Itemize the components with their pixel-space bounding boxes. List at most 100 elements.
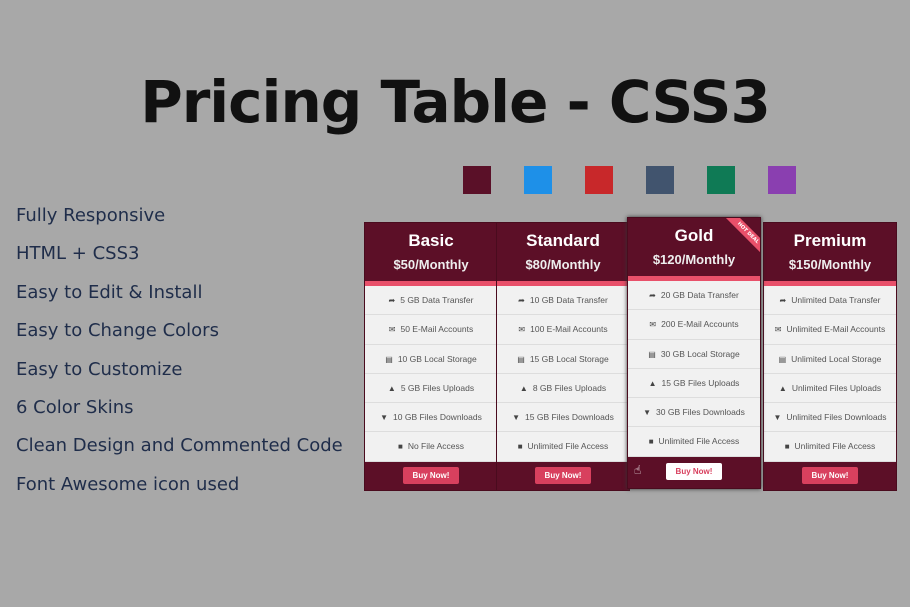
plan-feature-text: 10 GB Files Downloads [393,412,482,423]
share-icon: ➦ [518,296,525,305]
plan-name: Basic [408,231,454,250]
feature-item: Easy to Edit & Install [16,281,203,303]
buy-now-button[interactable]: Buy Now! [801,466,859,484]
download-icon: ▼ [512,413,521,423]
feature-item: Fully Responsive [16,205,166,226]
plan-footer: Buy Now! [365,461,497,490]
plan-feature-text: Unlimited Data Transfer [791,295,881,305]
plan-footer: ☝ Buy Now! [628,456,760,488]
feature-list: Fully Responsive HTML + CSS3 Easy to Edit … [16,204,343,511]
plan-feature-row: ➦ 5 GB Data Transfer [365,286,497,316]
plan-feature-text: 5 GB Data Transfer [400,295,474,305]
feature-item: Easy to Customize [16,358,183,380]
color-swatch[interactable] [463,166,491,194]
plan-feature-text: 10 GB Local Storage [397,353,477,364]
plan-feature-row: ▲ 8 GB Files Uploads [497,374,629,404]
plan-header: Basic $50/Monthly [365,223,497,286]
envelope-icon: ✉ [388,325,396,335]
plan-feature-row: ▲ 15 GB Files Uploads [628,369,760,399]
hdd-icon: ▤ [517,354,525,364]
envelope-icon: ✉ [649,320,657,330]
plan-feature-text: 10 GB Data Transfer [529,295,608,305]
share-icon: ➦ [649,291,656,300]
feature-item: Font Awesome icon used [16,473,240,495]
plan-feature-text: 5 GB Files Uploads [400,382,475,393]
color-swatch[interactable] [585,166,613,194]
plan-feature-row: ▼ 15 GB Files Downloads [497,403,629,433]
feature-item: HTML + CSS3 [16,243,140,265]
plan-name: Standard [526,231,600,250]
color-swatch[interactable] [646,166,674,194]
feature-item: 6 Color Skins [16,396,134,418]
share-icon: ➦ [388,296,396,305]
plan-feature-text: 100 E-Mail Accounts [530,324,608,335]
plan-feature-row: ■ No File Access [365,432,497,462]
plan-feature-row: ▼ Unlimited Files Downloads [764,403,896,433]
plan-feature-row: ▤ 30 GB Local Storage [628,340,760,369]
plan-feature-text: 15 GB Files Uploads [661,377,740,388]
plan-feature-row: ➦ 20 GB Data Transfer [628,281,760,311]
color-swatch[interactable] [524,166,552,194]
upload-icon: ▲ [778,383,787,393]
plan-feature-text: Unlimited Files Downloads [786,412,887,423]
plan-price: $50/Monthly [393,257,469,272]
download-icon: ▼ [643,408,652,418]
plan-feature-text: Unlimited Files Uploads [791,382,882,393]
color-swatch[interactable] [768,166,796,194]
plan-feature-row: ✉ 100 E-Mail Accounts [497,315,629,345]
pricing-column-standard: Standard $80/Monthly ➦ 10 GB Data Transfer ✉… [496,222,630,491]
envelope-icon: ✉ [518,325,526,335]
plan-feature-text: Unlimited File Access [527,441,609,452]
plan-feature-text: 50 E-Mail Accounts [400,324,474,335]
plan-feature-row: ➦ 10 GB Data Transfer [497,286,629,316]
plan-feature-row: ▤ 15 GB Local Storage [497,345,629,374]
buy-now-button[interactable]: Buy Now! [665,462,723,480]
plan-feature-row: ▼ 30 GB Files Downloads [628,398,760,428]
plan-feature-row: ➦ Unlimited Data Transfer [764,286,896,316]
plan-feature-row: ▼ 10 GB Files Downloads [365,403,497,433]
pricing-column-basic: Basic $50/Monthly ➦ 5 GB Data Transfer ✉ 50 E… [364,222,498,491]
hdd-icon: ▤ [648,349,656,359]
hdd-icon: ▤ [778,354,787,364]
plan-feature-row: ■ Unlimited File Access [628,427,760,457]
plan-price: $150/Monthly [788,257,872,272]
plan-feature-text: 30 GB Local Storage [660,348,740,359]
page-title: Pricing Table - CSS3 [140,68,771,136]
plan-feature-row: ✉ 200 E-Mail Accounts [628,310,760,340]
plan-feature-text: 30 GB Files Downloads [656,407,745,418]
share-icon: ➦ [779,296,787,305]
plan-feature-text: Unlimited File Access [658,436,740,447]
buy-now-button[interactable]: Buy Now! [402,466,460,484]
feature-item: Easy to Change Colors [16,320,219,342]
pricing-column-premium: Premium $150/Monthly ➦ Unlimited Data Trans… [763,222,897,491]
plan-feature-row: ■ Unlimited File Access [497,432,629,462]
upload-icon: ▲ [387,383,396,393]
plan-feature-row: ▲ Unlimited Files Uploads [764,374,896,404]
plan-name: Premium [793,231,867,250]
plan-header: Premium $150/Monthly [764,223,896,286]
envelope-icon: ✉ [774,325,782,335]
upload-icon: ▲ [648,378,657,388]
plan-feature-text: 20 GB Data Transfer [660,290,739,300]
thumbs-up-icon: ☝ [634,462,642,477]
buy-now-button[interactable]: Buy Now! [534,466,592,484]
plan-feature-row: ■ Unlimited File Access [764,432,896,462]
file-icon: ■ [397,442,403,452]
plan-feature-row: ▲ 5 GB Files Uploads [365,374,497,404]
plan-feature-text: Unlimited E-Mail Accounts [786,324,886,335]
plan-feature-row: ✉ 50 E-Mail Accounts [365,315,497,345]
plan-name: Gold [674,226,714,245]
plan-feature-text: 200 E-Mail Accounts [661,319,739,330]
upload-icon: ▲ [519,383,528,393]
plan-feature-row: ▤ 10 GB Local Storage [365,345,497,374]
pricing-column-gold: Gold $120/Monthly HOT DEAL ➦ 20 GB Data Tran… [627,217,761,489]
feature-item: Clean Design and Commented Code [16,435,343,457]
file-icon: ■ [517,442,523,452]
plan-feature-row: ✉ Unlimited E-Mail Accounts [764,315,896,345]
plan-feature-text: No File Access [407,441,465,452]
plan-footer: Buy Now! [764,461,896,490]
hdd-icon: ▤ [385,354,393,364]
color-swatch[interactable] [707,166,735,194]
plan-footer: Buy Now! [497,461,629,490]
plan-price: $80/Monthly [525,257,601,272]
